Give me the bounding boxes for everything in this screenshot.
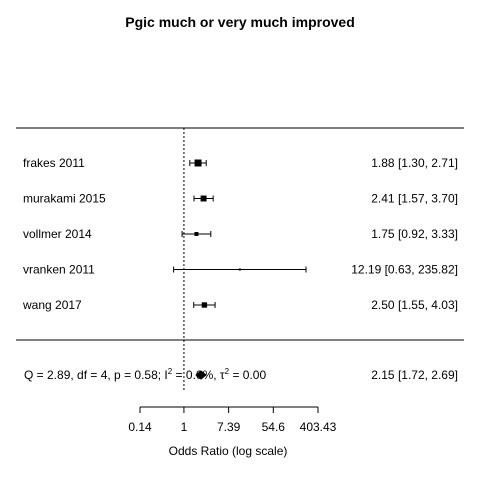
study-label: frakes 2011	[23, 156, 85, 170]
study-row: murakami 2015 2.41 [1.57, 3.70]	[23, 192, 458, 206]
i2-superscript: 2	[168, 367, 173, 376]
study-ci-text: 12.19 [0.63, 235.82]	[351, 263, 458, 277]
point-estimate	[200, 195, 207, 202]
x-tick-label: 1	[181, 420, 188, 434]
x-tick-label: 403.43	[300, 420, 337, 434]
x-tick-label: 7.39	[217, 420, 241, 434]
study-row: wang 2017 2.50 [1.55, 4.03]	[22, 298, 458, 312]
point-estimate	[194, 159, 202, 167]
point-estimate	[238, 268, 241, 271]
summary-stats: Q = 2.89, df = 4, p = 0.58; I2 = 0.0%, τ…	[24, 367, 266, 382]
study-label: murakami 2015	[23, 192, 106, 206]
study-label: wang 2017	[22, 298, 82, 312]
x-tick-label: 0.14	[128, 420, 152, 434]
study-ci-text: 2.41 [1.57, 3.70]	[371, 192, 458, 206]
x-axis-label: Odds Ratio (log scale)	[169, 444, 288, 458]
summary-row: Q = 2.89, df = 4, p = 0.58; I2 = 0.0%, τ…	[24, 367, 458, 382]
study-row: frakes 2011 1.88 [1.30, 2.71]	[23, 156, 458, 170]
study-ci-text: 1.75 [0.92, 3.33]	[371, 227, 458, 241]
summary-ci-text: 2.15 [1.72, 2.69]	[371, 368, 458, 382]
study-ci-text: 2.50 [1.55, 4.03]	[371, 298, 458, 312]
point-estimate	[194, 232, 199, 236]
studies-layer: frakes 2011 1.88 [1.30, 2.71] murakami 201…	[22, 156, 458, 312]
study-label: vranken 2011	[23, 263, 95, 277]
x-tick-label: 54.6	[262, 420, 286, 434]
tau2-value: = 0.00	[229, 368, 266, 382]
chart-title: Pgic much or very much improved	[125, 14, 355, 30]
study-label: vollmer 2014	[23, 227, 92, 241]
x-axis: 0.14 1 7.39 54.6 403.43	[128, 406, 337, 434]
summary-stats-prefix: Q = 2.89, df = 4, p = 0.58; I	[24, 368, 168, 382]
study-row: vollmer 2014 1.75 [0.92, 3.33]	[23, 227, 458, 241]
point-estimate	[201, 302, 208, 308]
summary-diamond	[195, 370, 207, 380]
study-ci-text: 1.88 [1.30, 2.71]	[371, 156, 458, 170]
tau2-superscript: 2	[225, 367, 230, 376]
study-row: vranken 2011 12.19 [0.63, 235.82]	[23, 263, 458, 277]
